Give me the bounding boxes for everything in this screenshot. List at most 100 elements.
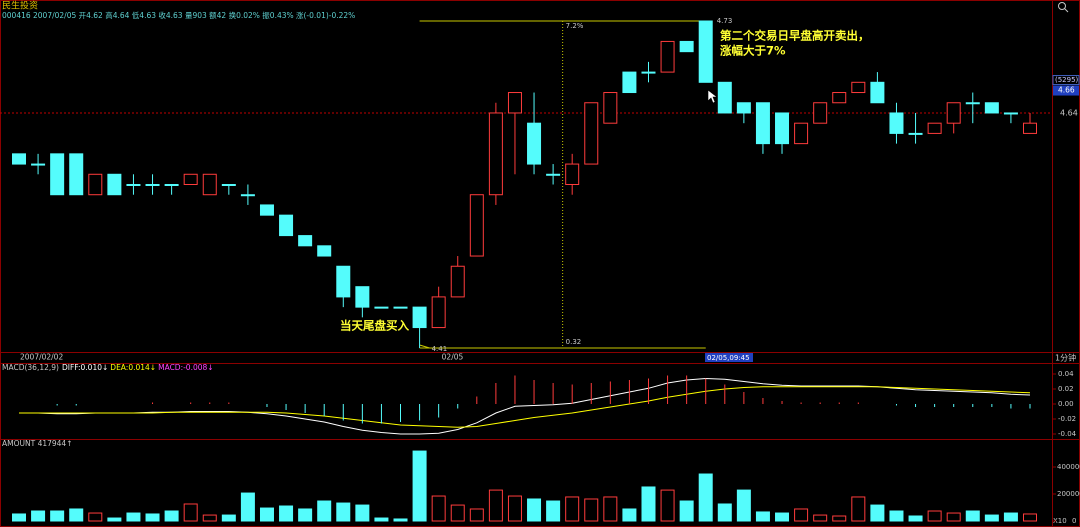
volume-title: AMOUNT 417944↑	[2, 439, 73, 448]
annotation: 当天尾盘买入	[340, 319, 409, 333]
candle-body	[851, 81, 866, 94]
volume-bar	[775, 512, 790, 522]
candle-body	[1003, 112, 1018, 115]
y-tick-label: 200000	[1057, 490, 1080, 498]
candle-body	[12, 153, 26, 165]
volume-bar	[336, 502, 351, 522]
legend-entry: DIFF:0.010↓	[62, 363, 108, 372]
candle-body	[240, 194, 255, 197]
candle-body	[641, 71, 656, 74]
volume-bar	[603, 496, 618, 522]
cursor-time: 02/05,09:45	[707, 354, 750, 362]
volume-bar	[679, 500, 694, 522]
volume-bar	[832, 515, 847, 522]
volume-bar	[736, 489, 751, 522]
cursor-box	[705, 353, 753, 362]
candle-body	[279, 214, 294, 237]
volume-bar	[584, 498, 599, 522]
candle-body	[412, 306, 427, 329]
candle-body	[965, 102, 980, 105]
volume-bar	[69, 508, 84, 522]
volume-bar	[164, 510, 179, 522]
volume-bar	[546, 500, 561, 522]
candle-body	[50, 153, 65, 196]
candle-body	[889, 112, 904, 134]
mouse-cursor	[707, 89, 718, 104]
volume-bar	[259, 507, 274, 522]
candle-body	[221, 184, 236, 186]
candle-body	[870, 81, 885, 104]
last-price: 4.66	[1058, 86, 1075, 95]
volume-bar	[145, 513, 160, 522]
candle-body	[698, 20, 713, 83]
last-price-box	[1053, 85, 1079, 96]
legend-title: MACD(36,12,9)	[2, 363, 59, 372]
volume-bar	[88, 512, 103, 522]
x-tick-label: 2007/02/02	[20, 353, 63, 362]
candle-body	[126, 184, 141, 186]
candle-body	[469, 194, 484, 257]
volume-bar	[1023, 513, 1037, 522]
volume-bar	[908, 515, 923, 522]
candle-body	[660, 40, 675, 73]
y-tick-label: -0.04	[1058, 430, 1077, 438]
low-arrow	[419, 344, 430, 349]
low-marker: 4.41	[432, 345, 448, 353]
unit-label: X10	[1053, 517, 1067, 525]
volume-bar	[393, 518, 408, 522]
range-diff: 0.32	[566, 338, 582, 346]
volume-bar	[565, 496, 580, 522]
high-marker: 4.73	[717, 17, 733, 25]
legend-entry: MACD:-0.008↓	[158, 363, 213, 372]
macd-legend: MACD(36,12,9) DIFF:0.010↓ DEA:0.014↓ MACD:-…	[2, 363, 214, 372]
candle-body	[527, 122, 542, 165]
volume-bar	[279, 505, 294, 522]
zoom-icon[interactable]	[1058, 2, 1069, 13]
period-label: 1分钟	[1055, 353, 1076, 363]
y-tick-label: 4.64	[1060, 108, 1078, 117]
candle-body	[813, 102, 828, 124]
volume-bar	[622, 508, 637, 522]
volume-bar	[317, 500, 332, 522]
quote-line: 000416 2007/02/05 开4.62 高4.64 低4.63 收4.6…	[2, 10, 355, 20]
volume-bar	[717, 503, 732, 522]
volume-bar	[851, 496, 866, 522]
volume-bar	[50, 510, 65, 522]
candle-body	[259, 204, 274, 216]
volume-bar	[298, 508, 313, 522]
volume-bar	[927, 510, 942, 522]
annotation: 第二个交易日早盘高开卖出，	[720, 29, 870, 43]
candle-body	[946, 102, 961, 124]
volume-bar	[698, 473, 713, 522]
volume-bar	[240, 492, 255, 522]
volume-bar	[107, 517, 122, 522]
candle-body	[794, 122, 809, 145]
volume-bar	[202, 514, 217, 522]
volume-bar	[126, 512, 141, 522]
volume-bar	[984, 514, 999, 522]
volume-bar	[794, 508, 809, 522]
candle-body	[336, 265, 351, 298]
x-tick-label: 02/05	[442, 353, 464, 362]
candle-body	[298, 235, 313, 247]
last-volume: (5295)	[1055, 76, 1079, 84]
candle-body	[927, 122, 942, 134]
candle-body	[736, 102, 751, 114]
candle-body	[908, 132, 923, 135]
annotation: 涨幅大于7%	[720, 44, 786, 58]
candle-body	[984, 102, 999, 114]
volume-bar	[870, 504, 885, 522]
volume-bar	[488, 489, 503, 522]
candle-body	[88, 173, 103, 196]
volume-bar	[1003, 512, 1018, 522]
volume-bar	[183, 503, 198, 522]
candle-body	[832, 92, 847, 104]
candle-body	[107, 173, 122, 196]
candle-body	[145, 184, 160, 186]
volume-bar	[660, 489, 675, 522]
candle-body	[374, 306, 389, 309]
volume-bar	[12, 513, 26, 522]
stock-name: 民生投资	[2, 0, 38, 12]
